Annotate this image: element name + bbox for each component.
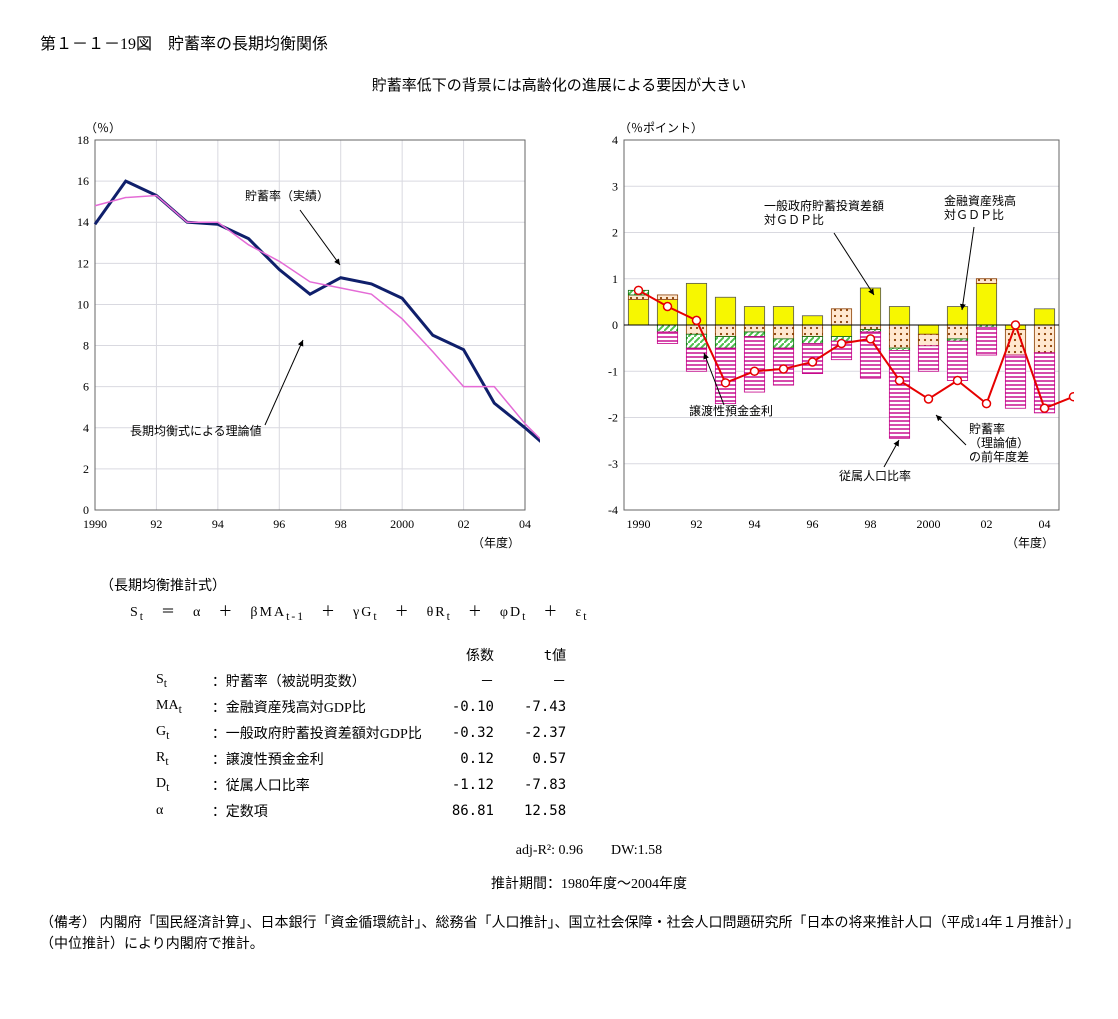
svg-text:10: 10 bbox=[77, 297, 89, 311]
svg-text:-1: -1 bbox=[608, 364, 618, 378]
table-row: Gt：一般政府貯蓄投資差額対GDP比-0.32-2.37 bbox=[142, 721, 580, 745]
equation-header: （長期均衡推計式） bbox=[100, 575, 1078, 595]
right-chart: -4 -3 -2 -1 0 1 2 3 4 1990 92 94 96 98 2000 02 04 （％ポイント）… bbox=[574, 115, 1078, 555]
svg-text:14: 14 bbox=[77, 215, 89, 229]
col-t: t値 bbox=[510, 643, 580, 667]
svg-text:0: 0 bbox=[612, 318, 618, 332]
svg-text:94: 94 bbox=[749, 517, 761, 531]
svg-text:2000: 2000 bbox=[917, 517, 941, 531]
period-line: 推計期間：1980年度～2004年度 bbox=[100, 873, 1078, 893]
svg-text:92: 92 bbox=[150, 517, 162, 531]
figure-title: 第１－１－19図 貯蓄率の長期均衡関係 bbox=[40, 30, 1078, 54]
svg-text:04: 04 bbox=[1039, 517, 1051, 531]
svg-text:貯蓄率（実績）: 貯蓄率（実績） bbox=[245, 188, 329, 203]
table-row: MAt：金融資産残高対GDP比-0.10-7.43 bbox=[142, 695, 580, 719]
svg-text:1: 1 bbox=[612, 272, 618, 286]
svg-text:（％ポイント）: （％ポイント） bbox=[619, 121, 703, 135]
svg-text:2: 2 bbox=[612, 226, 618, 240]
svg-text:6: 6 bbox=[83, 380, 89, 394]
table-row: Dt：従属人口比率-1.12-7.83 bbox=[142, 773, 580, 797]
svg-text:金融資産残高対ＧＤＰ比: 金融資産残高対ＧＤＰ比 bbox=[944, 193, 1016, 222]
coefficient-table: 係数 t値 St：貯蓄率（被説明変数）－－MAt：金融資産残高対GDP比-0.1… bbox=[140, 641, 582, 825]
svg-text:2: 2 bbox=[83, 462, 89, 476]
svg-text:1990: 1990 bbox=[627, 517, 651, 531]
svg-text:2000: 2000 bbox=[390, 517, 414, 531]
svg-text:従属人口比率: 従属人口比率 bbox=[839, 468, 911, 483]
notes-label: （備考） bbox=[40, 916, 96, 931]
svg-text:96: 96 bbox=[807, 517, 819, 531]
svg-text:-3: -3 bbox=[608, 457, 618, 471]
notes-text: 内閣府「国民経済計算」、日本銀行「資金循環統計」、総務省「人口推計」、国立社会保… bbox=[40, 916, 1073, 952]
svg-text:94: 94 bbox=[212, 517, 224, 531]
svg-text:8: 8 bbox=[83, 339, 89, 353]
svg-text:-4: -4 bbox=[608, 503, 618, 517]
svg-text:譲渡性預金金利: 譲渡性預金金利 bbox=[689, 403, 773, 418]
svg-text:04: 04 bbox=[519, 517, 531, 531]
svg-text:98: 98 bbox=[865, 517, 877, 531]
svg-text:92: 92 bbox=[691, 517, 703, 531]
notes: （備考） 内閣府「国民経済計算」、日本銀行「資金循環統計」、総務省「人口推計」、… bbox=[40, 913, 1078, 955]
svg-text:長期均衡式による理論値: 長期均衡式による理論値 bbox=[130, 423, 262, 438]
svg-text:4: 4 bbox=[83, 421, 89, 435]
svg-text:02: 02 bbox=[981, 517, 993, 531]
svg-text:96: 96 bbox=[273, 517, 285, 531]
svg-text:3: 3 bbox=[612, 179, 618, 193]
svg-text:98: 98 bbox=[335, 517, 347, 531]
svg-text:（年度）: （年度） bbox=[1006, 535, 1054, 550]
svg-text:一般政府貯蓄投資差額対ＧＤＰ比: 一般政府貯蓄投資差額対ＧＤＰ比 bbox=[764, 198, 884, 227]
svg-text:16: 16 bbox=[77, 174, 89, 188]
svg-text:18: 18 bbox=[77, 133, 89, 147]
svg-text:4: 4 bbox=[612, 133, 618, 147]
table-row: Rt：譲渡性預金金利0.120.57 bbox=[142, 747, 580, 771]
svg-text:（年度）: （年度） bbox=[472, 535, 520, 550]
svg-text:-2: -2 bbox=[608, 411, 618, 425]
figure-subtitle: 貯蓄率低下の背景には高齢化の進展による要因が大きい bbox=[40, 74, 1078, 95]
left-chart: 02468101214161819909294969820000204（％）（年… bbox=[40, 115, 544, 555]
equation-formula: St ＝ α ＋ βMAt-1 ＋ γGt ＋ θRt ＋ φDt ＋ εt bbox=[130, 601, 1078, 623]
svg-text:0: 0 bbox=[83, 503, 89, 517]
svg-text:1990: 1990 bbox=[83, 517, 107, 531]
table-row: St：貯蓄率（被説明変数）－－ bbox=[142, 669, 580, 693]
svg-text:貯蓄率（理論値）の前年度差: 貯蓄率（理論値）の前年度差 bbox=[969, 421, 1029, 464]
svg-text:02: 02 bbox=[458, 517, 470, 531]
svg-text:（％）: （％） bbox=[85, 121, 121, 135]
table-row: α：定数項86.8112.58 bbox=[142, 799, 580, 823]
col-coef: 係数 bbox=[438, 643, 508, 667]
svg-text:12: 12 bbox=[77, 256, 89, 270]
stats-line: adj-R²: 0.96 DW:1.58 bbox=[100, 839, 1078, 859]
